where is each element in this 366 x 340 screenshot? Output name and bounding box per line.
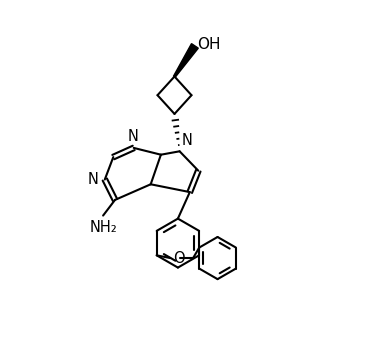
Polygon shape xyxy=(173,44,198,77)
Text: N: N xyxy=(88,172,99,187)
Text: O: O xyxy=(173,251,184,266)
Text: N: N xyxy=(127,129,138,144)
Text: N: N xyxy=(181,133,192,148)
Text: NH₂: NH₂ xyxy=(89,220,117,235)
Text: OH: OH xyxy=(198,37,221,52)
